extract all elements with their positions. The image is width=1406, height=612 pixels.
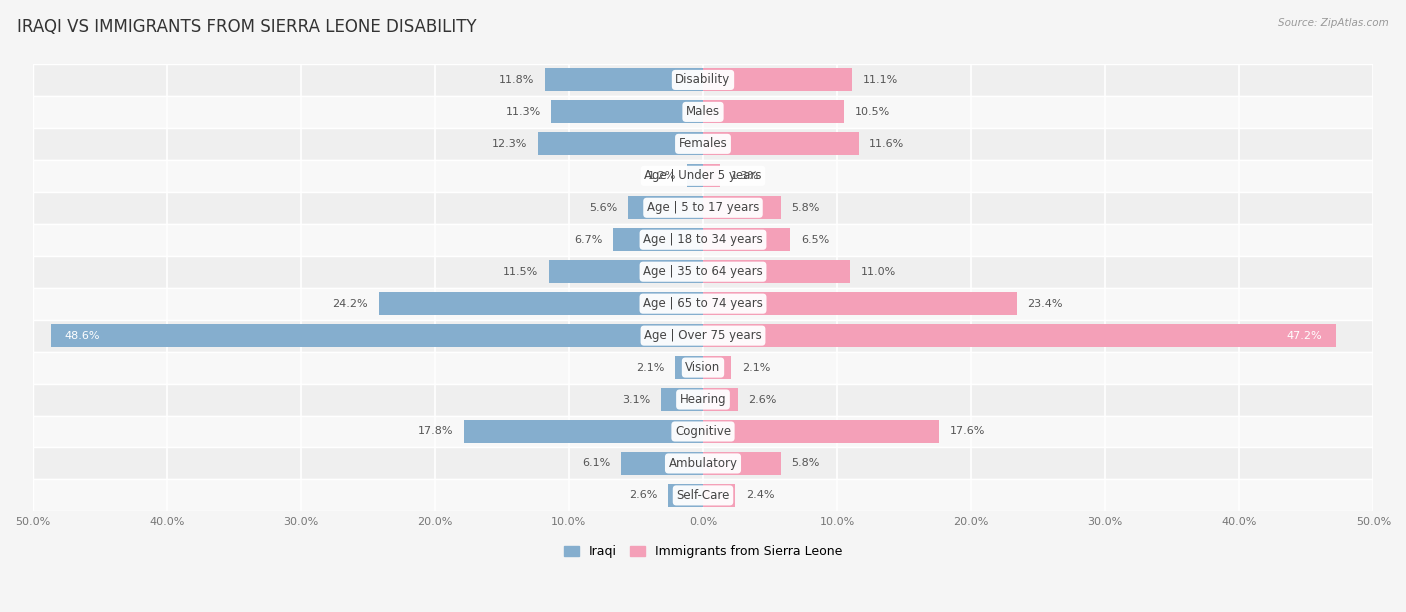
Text: 11.0%: 11.0% — [862, 267, 897, 277]
Bar — [703, 484, 735, 507]
Text: Cognitive: Cognitive — [675, 425, 731, 438]
Bar — [621, 452, 703, 475]
Text: 2.1%: 2.1% — [742, 362, 770, 373]
Bar — [688, 164, 703, 187]
Text: Vision: Vision — [685, 361, 721, 374]
Bar — [703, 100, 844, 124]
Text: Males: Males — [686, 105, 720, 118]
Text: Age | 5 to 17 years: Age | 5 to 17 years — [647, 201, 759, 214]
Text: Age | 65 to 74 years: Age | 65 to 74 years — [643, 297, 763, 310]
Bar — [703, 69, 852, 91]
Bar — [703, 324, 1336, 347]
Text: 17.6%: 17.6% — [949, 427, 986, 436]
Bar — [32, 128, 1374, 160]
Text: 2.1%: 2.1% — [636, 362, 664, 373]
Bar — [544, 69, 703, 91]
Text: 5.8%: 5.8% — [792, 458, 820, 468]
Text: 3.1%: 3.1% — [623, 395, 651, 405]
Bar — [32, 224, 1374, 256]
Bar — [548, 260, 703, 283]
Bar — [703, 356, 731, 379]
Legend: Iraqi, Immigrants from Sierra Leone: Iraqi, Immigrants from Sierra Leone — [560, 540, 846, 563]
Text: Self-Care: Self-Care — [676, 489, 730, 502]
Bar — [32, 351, 1374, 384]
Text: 11.5%: 11.5% — [503, 267, 538, 277]
Bar — [703, 260, 851, 283]
Text: 1.2%: 1.2% — [648, 171, 676, 181]
Text: 23.4%: 23.4% — [1028, 299, 1063, 308]
Bar — [464, 420, 703, 443]
Text: Ambulatory: Ambulatory — [668, 457, 738, 470]
Bar — [551, 100, 703, 124]
Bar — [538, 132, 703, 155]
Bar — [703, 228, 790, 252]
Text: 6.5%: 6.5% — [801, 235, 830, 245]
Text: 11.3%: 11.3% — [506, 107, 541, 117]
Bar — [32, 319, 1374, 351]
Bar — [32, 416, 1374, 447]
Text: Females: Females — [679, 137, 727, 151]
Text: 6.7%: 6.7% — [574, 235, 602, 245]
Bar — [32, 447, 1374, 479]
Text: 10.5%: 10.5% — [855, 107, 890, 117]
Text: 11.1%: 11.1% — [862, 75, 898, 85]
Text: 1.3%: 1.3% — [731, 171, 759, 181]
Text: Hearing: Hearing — [679, 393, 727, 406]
Bar — [32, 479, 1374, 512]
Bar — [703, 388, 738, 411]
Bar — [703, 164, 720, 187]
Text: 12.3%: 12.3% — [492, 139, 527, 149]
Bar — [378, 292, 703, 315]
Bar — [661, 388, 703, 411]
Bar — [32, 192, 1374, 224]
Text: Age | 35 to 64 years: Age | 35 to 64 years — [643, 265, 763, 278]
Text: Age | Over 75 years: Age | Over 75 years — [644, 329, 762, 342]
Text: 2.6%: 2.6% — [628, 490, 658, 501]
Bar — [613, 228, 703, 252]
Bar — [32, 96, 1374, 128]
Bar — [668, 484, 703, 507]
Bar — [32, 384, 1374, 416]
Text: 24.2%: 24.2% — [332, 299, 368, 308]
Bar — [32, 288, 1374, 319]
Text: 5.8%: 5.8% — [792, 203, 820, 213]
Bar — [703, 420, 939, 443]
Bar — [703, 132, 859, 155]
Text: 5.6%: 5.6% — [589, 203, 617, 213]
Bar — [703, 292, 1017, 315]
Bar — [32, 160, 1374, 192]
Text: Source: ZipAtlas.com: Source: ZipAtlas.com — [1278, 18, 1389, 28]
Text: 48.6%: 48.6% — [65, 330, 100, 341]
Bar — [703, 196, 780, 219]
Text: 17.8%: 17.8% — [418, 427, 454, 436]
Text: Disability: Disability — [675, 73, 731, 86]
Text: 2.4%: 2.4% — [747, 490, 775, 501]
Bar — [703, 452, 780, 475]
Text: 11.8%: 11.8% — [499, 75, 534, 85]
Bar — [52, 324, 703, 347]
Text: IRAQI VS IMMIGRANTS FROM SIERRA LEONE DISABILITY: IRAQI VS IMMIGRANTS FROM SIERRA LEONE DI… — [17, 18, 477, 36]
Text: 2.6%: 2.6% — [748, 395, 778, 405]
Text: 6.1%: 6.1% — [582, 458, 610, 468]
Bar — [32, 256, 1374, 288]
Text: 11.6%: 11.6% — [869, 139, 904, 149]
Bar — [675, 356, 703, 379]
Text: Age | Under 5 years: Age | Under 5 years — [644, 170, 762, 182]
Bar — [32, 64, 1374, 96]
Text: Age | 18 to 34 years: Age | 18 to 34 years — [643, 233, 763, 246]
Bar — [628, 196, 703, 219]
Text: 47.2%: 47.2% — [1286, 330, 1323, 341]
